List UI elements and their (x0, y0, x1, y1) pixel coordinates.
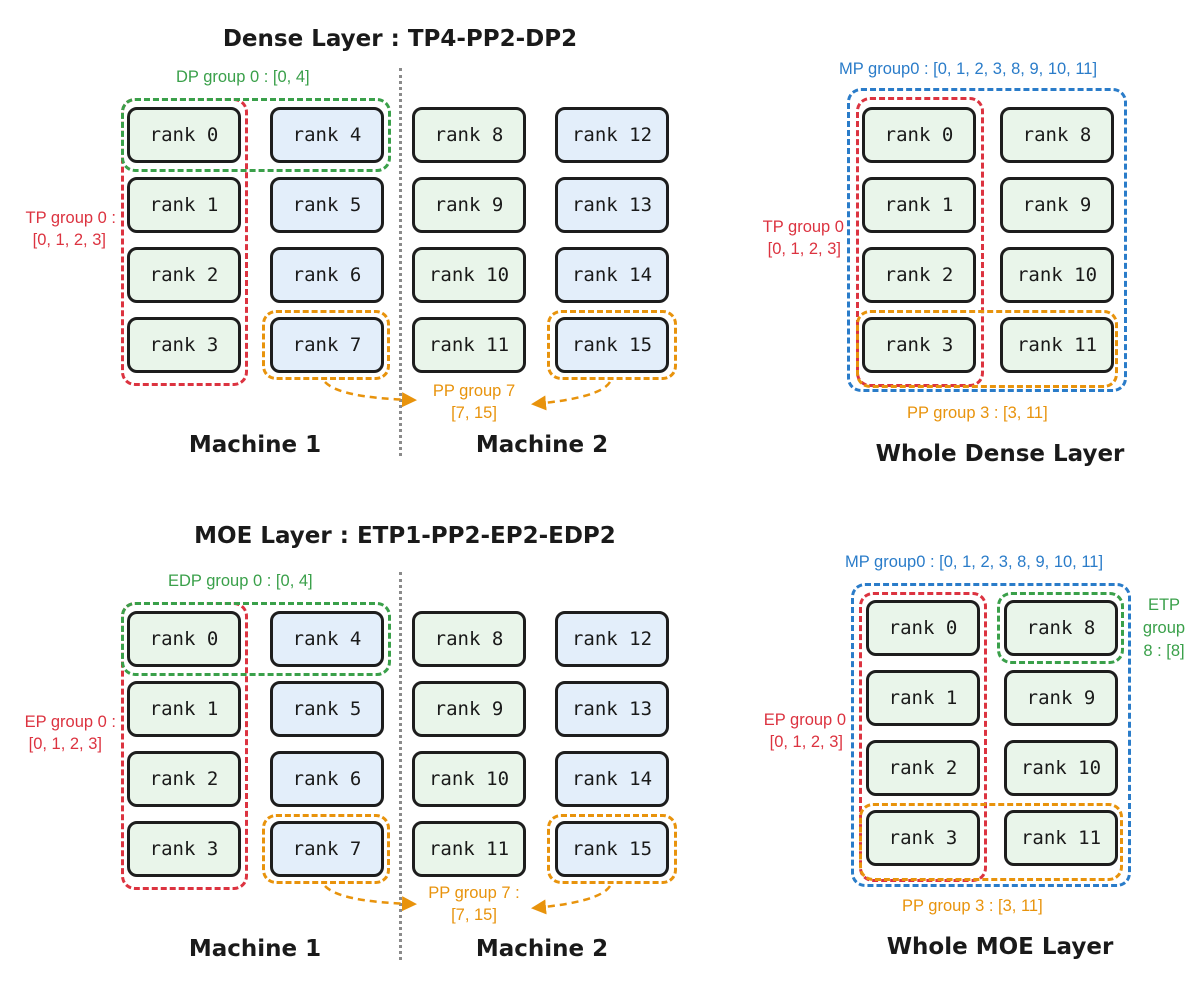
dense-machine1-label: Machine 1 (188, 432, 322, 458)
rank-box: rank 0 (866, 600, 980, 656)
dense-whole-pp-group-outline (856, 310, 1118, 388)
moe-whole-etp-group-label-line2: group (1142, 619, 1186, 637)
rank-box: rank 13 (555, 681, 669, 737)
moe-layer-title: MOE Layer : ETP1-PP2-EP2-EDP2 (194, 523, 616, 549)
rank-box: rank 3 (862, 317, 976, 373)
moe-ep-group-label-line2: [0, 1, 2, 3] (28, 735, 102, 753)
rank-box: rank 15 (555, 821, 669, 877)
rank-box: rank 9 (1000, 177, 1114, 233)
dense-tp-group-label-line1: TP group 0 : (25, 209, 116, 227)
dense-dp-group-label: DP group 0 : [0, 4] (176, 68, 310, 86)
rank-box: rank 10 (412, 751, 526, 807)
moe-pp-group-outline-left (262, 814, 390, 884)
moe-mp-group-label: MP group0 : [0, 1, 2, 3, 8, 9, 10, 11] (845, 553, 1104, 571)
rank-box: rank 7 (270, 317, 384, 373)
moe-whole-etp-group-label-line1: ETP (1147, 596, 1181, 614)
moe-pp-group-label-line1: PP group 7 : (428, 884, 520, 902)
rank-box: rank 10 (1000, 247, 1114, 303)
rank-box: rank 11 (412, 317, 526, 373)
moe-whole-pp-group-label: PP group 3 : [3, 11] (902, 897, 1043, 915)
rank-box: rank 10 (412, 247, 526, 303)
moe-machine1-label: Machine 1 (188, 936, 322, 962)
dense-pp-arrow-right (531, 381, 612, 411)
moe-edp-group-outline (121, 602, 391, 676)
moe-whole-etp-group-outline (997, 592, 1124, 664)
moe-edp-group-label: EDP group 0 : [0, 4] (168, 572, 313, 590)
moe-pp-arrow-right (531, 885, 612, 915)
rank-box: rank 8 (412, 611, 526, 667)
rank-box: rank 0 (127, 611, 241, 667)
rank-box: rank 14 (555, 247, 669, 303)
dense-pp-group-outline-left (262, 310, 390, 380)
moe-whole-ep-group-label-line2: [0, 1, 2, 3] (769, 733, 843, 751)
dense-mp-group-outline (847, 88, 1127, 392)
rank-box: rank 3 (127, 821, 241, 877)
rank-box: rank 9 (1004, 670, 1118, 726)
rank-box: rank 11 (1000, 317, 1114, 373)
rank-box: rank 6 (270, 247, 384, 303)
rank-box: rank 9 (412, 681, 526, 737)
moe-whole-etp-group-label-line3: 8 : [8] (1143, 642, 1185, 660)
rank-box: rank 1 (127, 177, 241, 233)
moe-mp-group-outline (851, 583, 1131, 887)
moe-pp-group-label-line2: [7, 15] (451, 906, 497, 924)
rank-box: rank 8 (1004, 600, 1118, 656)
dense-whole-title: Whole Dense Layer (875, 441, 1125, 467)
rank-box: rank 4 (270, 611, 384, 667)
dense-pp-group-label-line1: PP group 7 (432, 382, 516, 400)
rank-box: rank 8 (1000, 107, 1114, 163)
rank-box: rank 14 (555, 751, 669, 807)
rank-box: rank 1 (862, 177, 976, 233)
rank-box: rank 0 (862, 107, 976, 163)
rank-box: rank 2 (866, 740, 980, 796)
rank-box: rank 1 (866, 670, 980, 726)
dense-whole-pp-group-label: PP group 3 : [3, 11] (907, 404, 1048, 422)
rank-box: rank 2 (127, 751, 241, 807)
dense-pp-group-label-line2: [7, 15] (451, 404, 497, 422)
moe-whole-title: Whole MOE Layer (886, 934, 1114, 960)
dense-layer-title: Dense Layer : TP4-PP2-DP2 (222, 26, 578, 52)
rank-box: rank 12 (555, 611, 669, 667)
rank-box: rank 9 (412, 177, 526, 233)
dense-tp-group-label-line2: [0, 1, 2, 3] (32, 231, 106, 249)
rank-box: rank 10 (1004, 740, 1118, 796)
dense-mp-group-label: MP group0 : [0, 1, 2, 3, 8, 9, 10, 11] (839, 60, 1098, 78)
rank-box: rank 3 (127, 317, 241, 373)
rank-box: rank 3 (866, 810, 980, 866)
dense-dp-group-outline (121, 98, 391, 172)
moe-pp-group-outline-right (547, 814, 677, 884)
moe-whole-ep-group-label-line1: EP group 0 (763, 711, 846, 729)
rank-box: rank 11 (412, 821, 526, 877)
dense-pp-group-outline-right (547, 310, 677, 380)
rank-box: rank 12 (555, 107, 669, 163)
moe-whole-pp-group-outline (859, 803, 1123, 881)
dense-machine2-label: Machine 2 (475, 432, 609, 458)
rank-box: rank 13 (555, 177, 669, 233)
dense-whole-tp-group-label-line2: [0, 1, 2, 3] (767, 240, 841, 258)
rank-box: rank 8 (412, 107, 526, 163)
machine-divider (399, 572, 402, 960)
rank-box: rank 11 (1004, 810, 1118, 866)
rank-box: rank 5 (270, 681, 384, 737)
moe-ep-group-label-line1: EP group 0 : (24, 713, 116, 731)
rank-box: rank 0 (127, 107, 241, 163)
rank-box: rank 5 (270, 177, 384, 233)
rank-box: rank 7 (270, 821, 384, 877)
rank-box: rank 1 (127, 681, 241, 737)
rank-box: rank 6 (270, 751, 384, 807)
rank-box: rank 2 (862, 247, 976, 303)
rank-box: rank 4 (270, 107, 384, 163)
machine-divider (399, 68, 402, 456)
dense-whole-tp-group-label-line1: TP group 0 (762, 218, 844, 236)
moe-machine2-label: Machine 2 (475, 936, 609, 962)
rank-box: rank 2 (127, 247, 241, 303)
rank-box: rank 15 (555, 317, 669, 373)
